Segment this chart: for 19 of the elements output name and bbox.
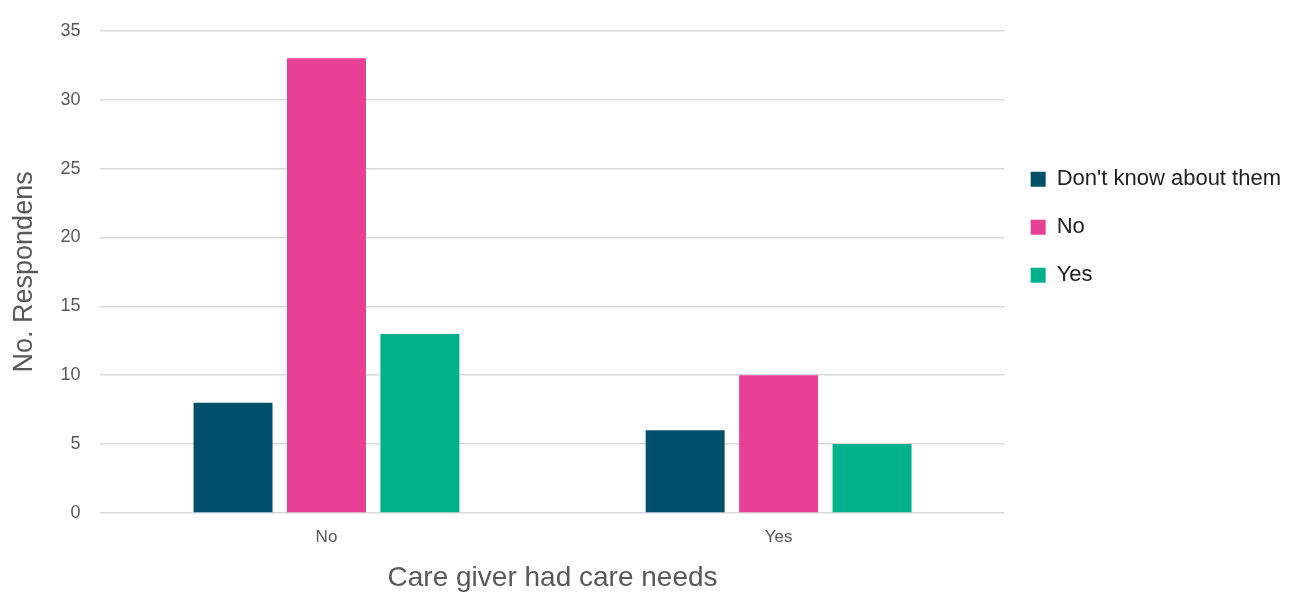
bar	[645, 430, 725, 513]
y-tick-label: 25	[60, 157, 81, 178]
y-tick-label: 0	[70, 501, 81, 522]
legend-label: Yes	[1056, 261, 1093, 287]
bar	[380, 333, 460, 513]
bar	[193, 402, 273, 513]
bar	[287, 58, 366, 513]
y-axis-title: No. Respondens	[7, 171, 38, 373]
y-tick-label: 35	[60, 19, 81, 40]
legend-label: Don't know about them	[1056, 165, 1282, 191]
y-tick-label: 15	[60, 295, 81, 316]
y-tick-label: 5	[70, 433, 81, 454]
y-tick-label: 30	[60, 88, 81, 109]
bar	[739, 375, 819, 513]
bar	[832, 444, 912, 513]
legend-label: No	[1056, 213, 1085, 239]
x-axis-title: Care giver had care needs	[387, 560, 718, 592]
y-tick-label: 10	[60, 364, 81, 385]
y-tick-label: 20	[60, 226, 81, 247]
